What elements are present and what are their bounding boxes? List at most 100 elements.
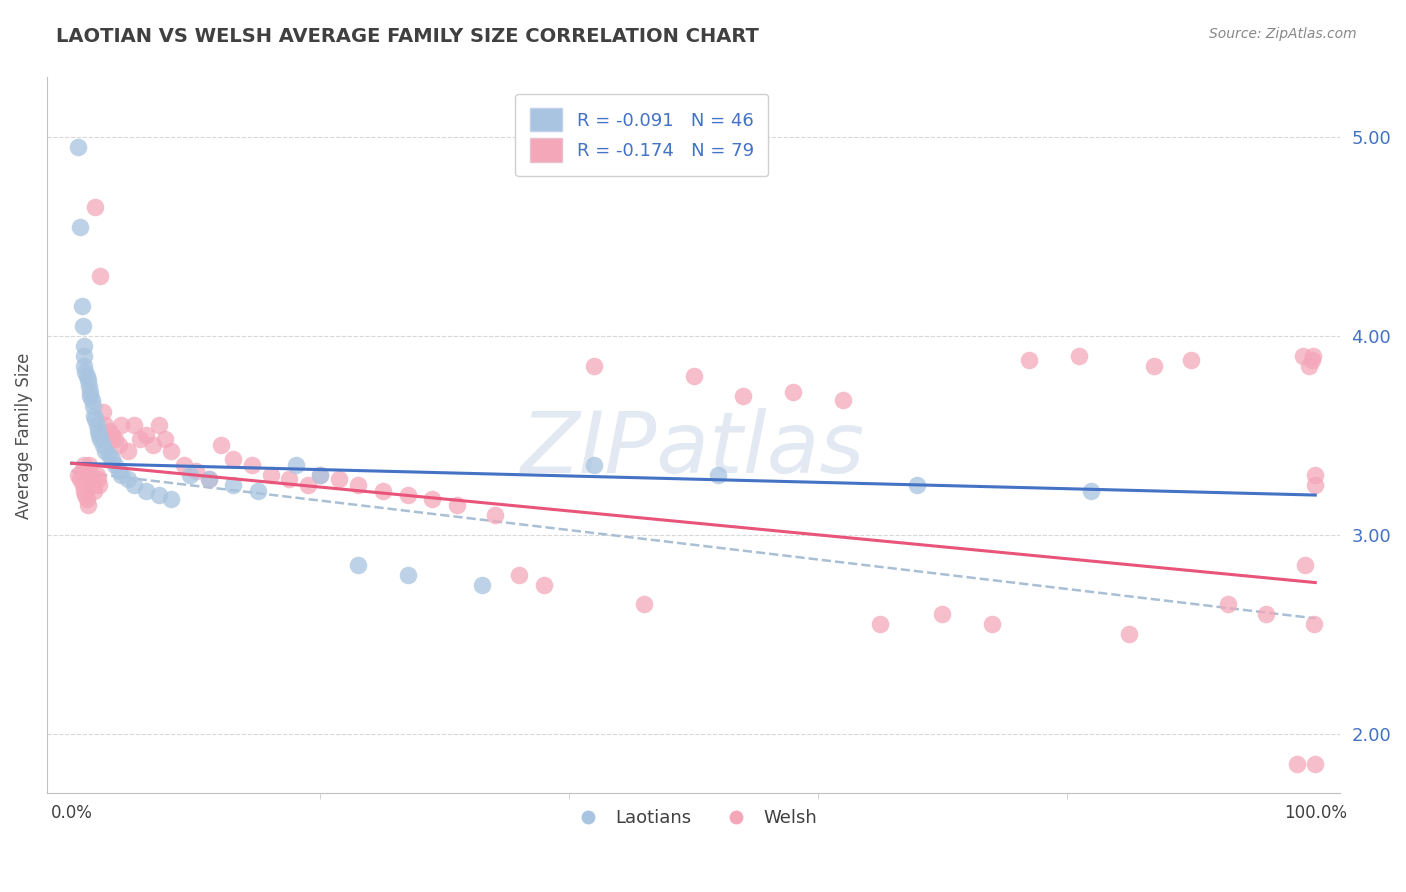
Point [70, 299, 93, 313]
Point [471, 577, 494, 591]
Point [110, 468, 132, 483]
Point [1303, 756, 1326, 771]
Point [1218, 598, 1240, 612]
Point [533, 577, 555, 591]
Point [82, 478, 104, 492]
Point [209, 438, 232, 452]
Point [184, 464, 207, 478]
Point [1303, 478, 1326, 492]
Point [260, 468, 283, 483]
Point [87, 478, 110, 492]
Point [98, 425, 121, 439]
Point [297, 478, 319, 492]
Point [148, 488, 170, 502]
Point [153, 433, 176, 447]
Point [87, 428, 110, 442]
Point [87, 425, 110, 439]
Point [80, 472, 103, 486]
Point [707, 468, 730, 483]
Point [1302, 349, 1324, 363]
Point [100, 428, 122, 442]
Point [309, 468, 332, 483]
Point [247, 484, 270, 499]
Point [1254, 607, 1277, 622]
Point [148, 418, 170, 433]
Point [77, 498, 100, 512]
Point [160, 491, 183, 506]
Point [104, 433, 127, 447]
Point [484, 508, 506, 522]
Point [73, 349, 96, 363]
Point [869, 617, 891, 632]
Point [83, 484, 105, 499]
Point [278, 472, 301, 486]
Point [87, 472, 110, 486]
Point [284, 458, 307, 473]
Point [446, 498, 468, 512]
Point [633, 598, 655, 612]
Point [66, 468, 89, 483]
Point [931, 607, 953, 622]
Point [782, 384, 804, 399]
Point [75, 488, 97, 502]
Y-axis label: Average Family Size: Average Family Size [15, 352, 32, 518]
Point [1298, 359, 1320, 373]
Point [79, 468, 101, 483]
Point [110, 418, 132, 433]
Point [86, 418, 108, 433]
Point [79, 389, 101, 403]
Text: Source: ZipAtlas.com: Source: ZipAtlas.com [1209, 27, 1357, 41]
Point [422, 491, 444, 506]
Point [108, 438, 131, 452]
Point [1118, 627, 1140, 641]
Point [179, 468, 201, 483]
Point [89, 269, 111, 284]
Point [135, 484, 157, 499]
Legend: Laotians, Welsh: Laotians, Welsh [562, 802, 824, 834]
Point [905, 478, 928, 492]
Point [682, 368, 704, 383]
Point [197, 472, 219, 486]
Point [122, 478, 145, 492]
Point [197, 472, 219, 486]
Point [82, 399, 104, 413]
Point [94, 418, 117, 433]
Point [73, 359, 96, 373]
Point [1294, 558, 1316, 572]
Point [80, 392, 103, 407]
Point [129, 433, 152, 447]
Point [142, 438, 165, 452]
Point [733, 389, 755, 403]
Point [100, 452, 122, 467]
Point [73, 458, 96, 473]
Point [582, 359, 605, 373]
Point [84, 412, 107, 426]
Point [108, 464, 131, 478]
Point [77, 458, 100, 473]
Text: LAOTIAN VS WELSH AVERAGE FAMILY SIZE CORRELATION CHART: LAOTIAN VS WELSH AVERAGE FAMILY SIZE COR… [56, 27, 759, 45]
Point [76, 491, 98, 506]
Point [1180, 352, 1202, 367]
Point [222, 478, 245, 492]
Point [1301, 352, 1323, 367]
Point [396, 488, 419, 502]
Point [346, 478, 368, 492]
Point [73, 339, 96, 353]
Point [173, 458, 195, 473]
Point [79, 384, 101, 399]
Point [240, 458, 263, 473]
Point [1080, 484, 1102, 499]
Point [309, 468, 332, 483]
Text: ZIPatlas: ZIPatlas [522, 409, 866, 491]
Point [346, 558, 368, 572]
Point [117, 472, 139, 486]
Point [89, 433, 111, 447]
Point [160, 444, 183, 458]
Point [1142, 359, 1164, 373]
Point [104, 458, 127, 473]
Point [69, 472, 91, 486]
Point [117, 444, 139, 458]
Point [508, 567, 530, 582]
Point [1067, 349, 1090, 363]
Point [72, 478, 94, 492]
